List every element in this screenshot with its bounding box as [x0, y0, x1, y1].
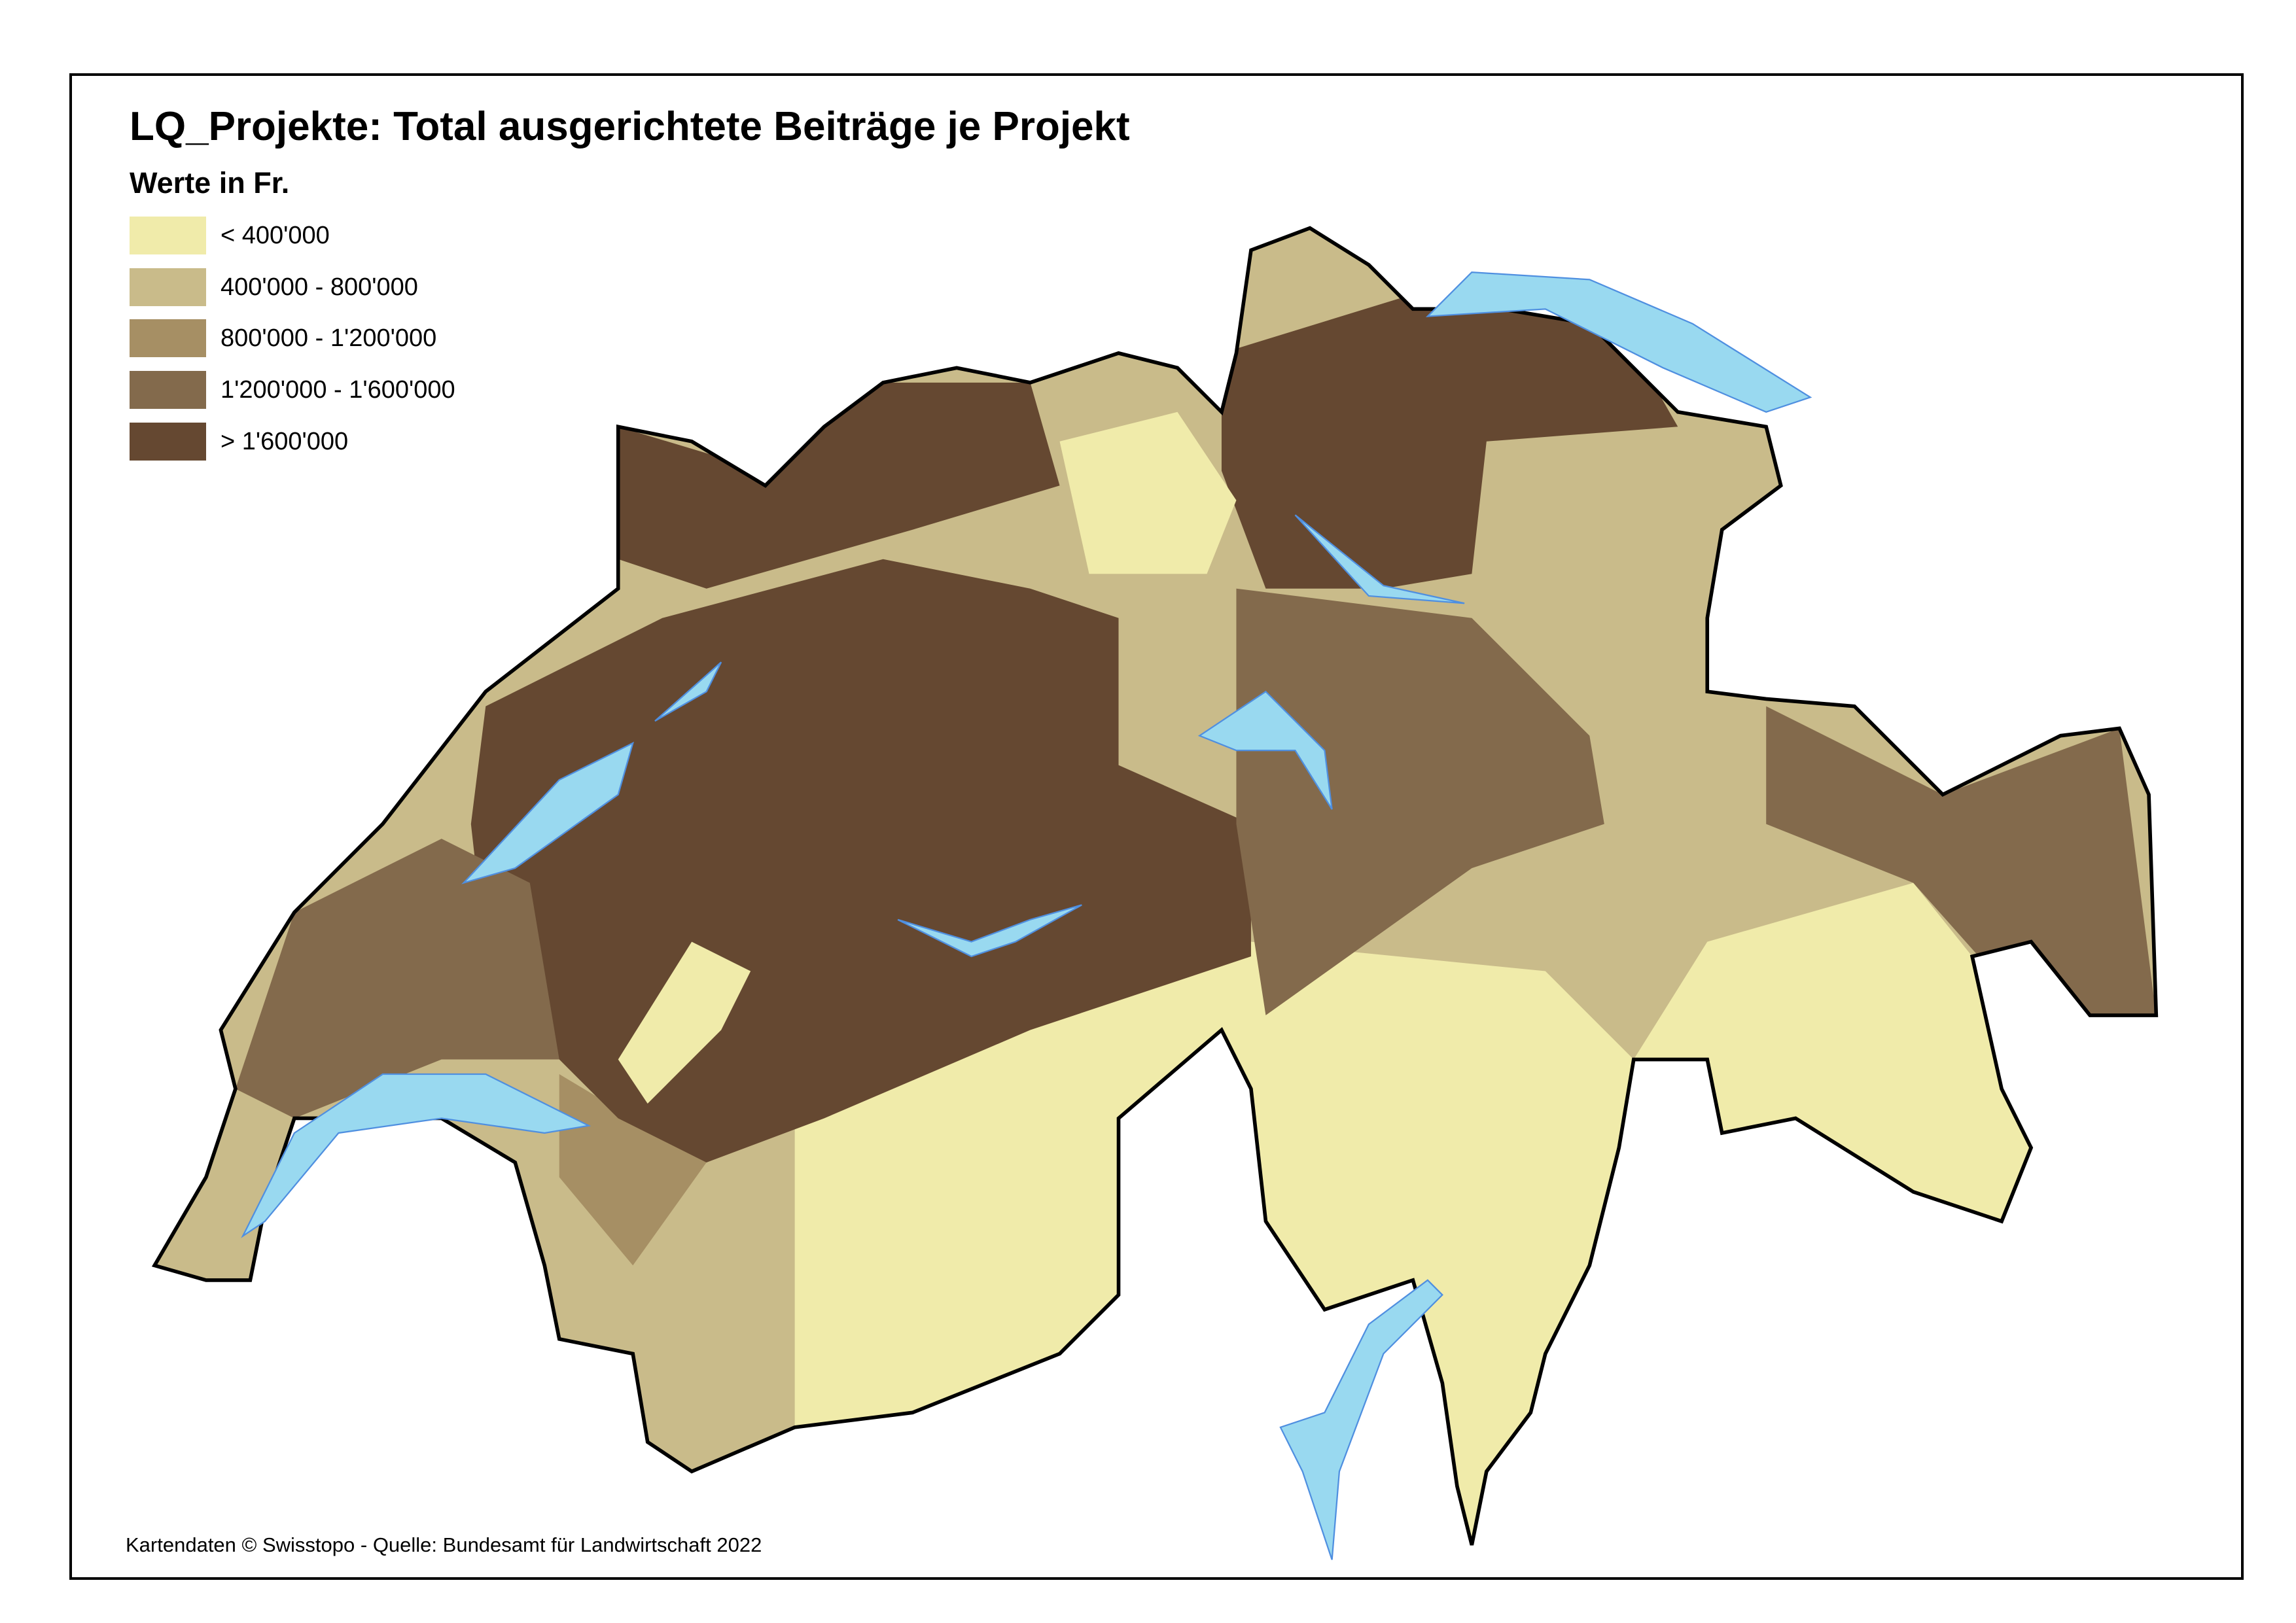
- region-vaud: [235, 839, 559, 1119]
- legend-label: > 1'600'000: [221, 427, 349, 455]
- region-central: [1236, 588, 1604, 1016]
- legend-label: 400'000 - 800'000: [221, 273, 418, 301]
- region-basel: [1059, 411, 1237, 574]
- legend-label: < 400'000: [221, 221, 330, 249]
- map-title: LQ_Projekte: Total ausgerichtete Beiträg…: [130, 104, 1130, 149]
- legend-swatch: [130, 371, 206, 409]
- lake-thun-brienz: [897, 904, 1082, 958]
- country-border: [151, 226, 2159, 1546]
- lake-maggiore: [1279, 1279, 1443, 1560]
- legend-title: Werte in Fr.: [130, 166, 290, 200]
- region-graubuenden-east: [1766, 706, 2157, 1016]
- legend-swatch: [130, 268, 206, 306]
- legend-swatch: [130, 423, 206, 461]
- lake-neuchatel: [461, 741, 635, 884]
- lake-zurich: [1294, 514, 1465, 604]
- lake-biel: [654, 661, 722, 722]
- legend-swatch: [130, 217, 206, 254]
- region-valais-west: [559, 1074, 707, 1266]
- legend-item: 1'200'000 - 1'600'000: [130, 371, 455, 409]
- lake-geneva: [241, 1073, 592, 1238]
- legend-item: > 1'600'000: [130, 423, 348, 461]
- region-fribourg: [618, 941, 751, 1104]
- legend-swatch: [130, 319, 206, 357]
- map-frame: [69, 73, 2244, 1580]
- legend-label: 800'000 - 1'200'000: [221, 324, 437, 352]
- source-credit: Kartendaten © Swisstopo - Quelle: Bundes…: [126, 1533, 762, 1556]
- legend-item: 400'000 - 800'000: [130, 268, 418, 306]
- legend-item: < 400'000: [130, 217, 330, 254]
- legend-item: 800'000 - 1'200'000: [130, 319, 436, 357]
- region-northeast: [1221, 294, 1678, 589]
- legend-label: 1'200'000 - 1'600'000: [221, 375, 455, 404]
- lake-lucerne: [1197, 690, 1333, 810]
- lake-constance: [1425, 271, 1812, 413]
- region-jura: [618, 382, 1060, 589]
